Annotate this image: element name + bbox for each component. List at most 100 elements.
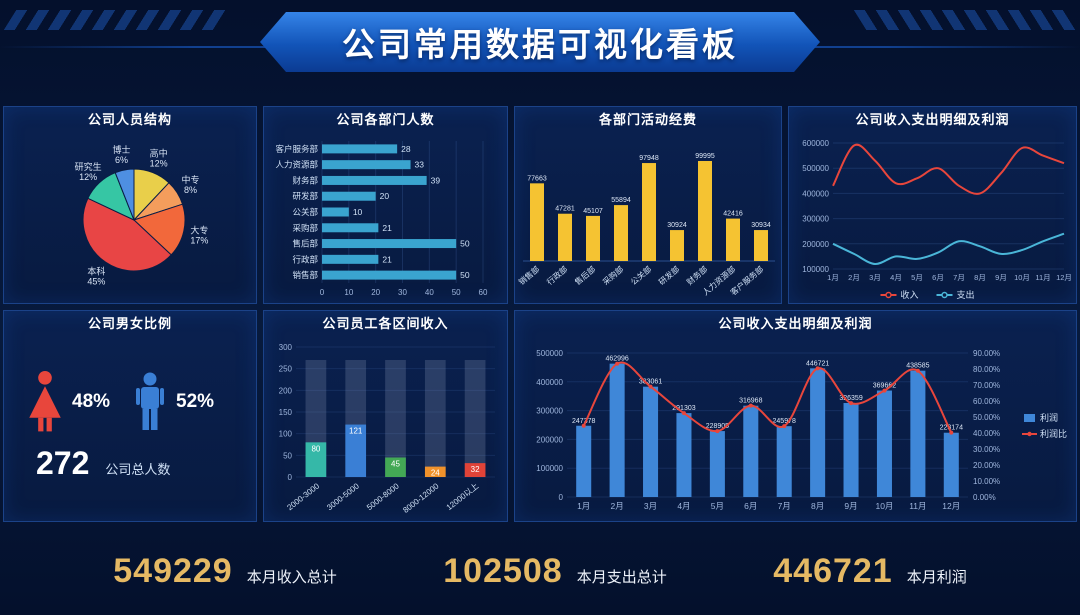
svg-text:6月: 6月 bbox=[744, 501, 757, 511]
panel-dept-funds: 各部门活动经费 77663 销售部 47281 行政部 45107 售后部 55894 采购部… bbox=[514, 106, 782, 304]
stat-monthly-profit: 446721 本月利润 bbox=[773, 552, 966, 591]
svg-text:100000: 100000 bbox=[802, 265, 829, 274]
income-expense-line-chart: 100000 200000 300000 400000 500000 600000 1月 2月… bbox=[789, 133, 1076, 303]
stat-monthly-income: 549229 本月收入总计 bbox=[113, 552, 336, 591]
panel-gender-ratio: 公司男女比例 48% bbox=[3, 310, 257, 522]
svg-text:40: 40 bbox=[425, 288, 434, 297]
salary-range-bar-chart: 0 50 100 150 200 250 300 80 2000-3000 121 3000-500… bbox=[264, 337, 507, 521]
svg-text:50: 50 bbox=[283, 451, 292, 460]
svg-text:财务部: 财务部 bbox=[292, 175, 318, 185]
svg-text:247378: 247378 bbox=[572, 418, 595, 425]
panel-title-salary-range: 公司员工各区间收入 bbox=[322, 316, 449, 331]
svg-text:研发部: 研发部 bbox=[292, 191, 318, 201]
svg-text:2月: 2月 bbox=[848, 273, 860, 282]
svg-text:223174: 223174 bbox=[940, 425, 963, 432]
svg-text:39: 39 bbox=[431, 175, 441, 185]
stat-monthly-expense-label: 本月支出总计 bbox=[576, 569, 667, 586]
svg-text:50: 50 bbox=[460, 239, 470, 249]
svg-text:462996: 462996 bbox=[605, 356, 628, 363]
svg-text:9月: 9月 bbox=[995, 273, 1007, 282]
stat-monthly-profit-label: 本月利润 bbox=[906, 569, 967, 586]
svg-text:90.00%: 90.00% bbox=[973, 349, 1000, 358]
svg-text:8月: 8月 bbox=[811, 501, 824, 511]
svg-text:30934: 30934 bbox=[751, 222, 771, 229]
svg-text:10: 10 bbox=[353, 207, 363, 217]
dept-headcount-bar-chart: 0 10 20 30 40 50 60 客户服务部 28 人力资源部 33 财务部 39 研发部 20 公关部… bbox=[264, 133, 507, 303]
svg-text:8000-12000: 8000-12000 bbox=[401, 481, 441, 515]
svg-text:12月: 12月 bbox=[942, 501, 960, 511]
total-headcount-label: 公司总人数 bbox=[105, 461, 171, 477]
svg-text:7月: 7月 bbox=[953, 273, 965, 282]
svg-text:20: 20 bbox=[371, 288, 380, 297]
svg-text:80: 80 bbox=[311, 444, 320, 453]
svg-text:1月: 1月 bbox=[577, 501, 590, 511]
svg-text:300: 300 bbox=[279, 343, 293, 352]
svg-text:326359: 326359 bbox=[839, 395, 862, 402]
svg-text:2000-3000: 2000-3000 bbox=[285, 481, 321, 512]
svg-text:12000以上: 12000以上 bbox=[445, 481, 481, 512]
svg-text:4月: 4月 bbox=[677, 501, 690, 511]
svg-text:45: 45 bbox=[391, 460, 400, 469]
svg-text:45107: 45107 bbox=[583, 208, 603, 215]
svg-text:50.00%: 50.00% bbox=[973, 413, 1000, 422]
panel-staff-structure: 公司人员结构 高中 12% 中专 8% 大专 17% 本科 45% 研究生 12% 博士 6% bbox=[3, 106, 257, 304]
svg-text:30.00%: 30.00% bbox=[973, 445, 1000, 454]
dept-funds-bar-chart: 77663 销售部 47281 行政部 45107 售后部 55894 采购部 97948 公关部… bbox=[515, 133, 781, 303]
stat-monthly-income-value: 549229 bbox=[113, 552, 233, 590]
svg-text:500000: 500000 bbox=[536, 349, 563, 358]
svg-text:600000: 600000 bbox=[802, 139, 829, 148]
panel-title-staff-structure: 公司人员结构 bbox=[87, 112, 172, 127]
svg-text:316968: 316968 bbox=[739, 398, 762, 405]
svg-text:300000: 300000 bbox=[802, 215, 829, 224]
svg-text:200000: 200000 bbox=[536, 435, 563, 444]
gender-row: 48% 52% bbox=[24, 369, 246, 435]
svg-text:40.00%: 40.00% bbox=[973, 429, 1000, 438]
svg-text:11月: 11月 bbox=[909, 501, 926, 511]
svg-text:200: 200 bbox=[279, 386, 293, 395]
svg-text:28: 28 bbox=[401, 144, 411, 154]
svg-text:10月: 10月 bbox=[1014, 273, 1030, 282]
svg-text:0.00%: 0.00% bbox=[973, 493, 996, 502]
svg-text:销售部: 销售部 bbox=[516, 264, 541, 287]
svg-text:公关部: 公关部 bbox=[628, 264, 653, 287]
svg-text:5000-8000: 5000-8000 bbox=[365, 481, 401, 512]
summary-footer: 549229 本月收入总计 102508 本月支出总计 446721 本月利润 bbox=[0, 522, 1080, 591]
gender-ratio-body: 48% 52% 272 公司 bbox=[4, 337, 256, 521]
svg-text:438585: 438585 bbox=[906, 363, 929, 370]
svg-text:24: 24 bbox=[431, 469, 440, 478]
svg-text:121: 121 bbox=[349, 427, 363, 436]
svg-text:400000: 400000 bbox=[802, 189, 829, 198]
svg-text:支出: 支出 bbox=[957, 289, 975, 300]
svg-text:200000: 200000 bbox=[802, 240, 829, 249]
panel-dept-headcount: 公司各部门人数 0 10 20 30 40 50 60 客户服务部 28 人力资源部 33 财务部 39… bbox=[263, 106, 508, 304]
svg-text:7月: 7月 bbox=[778, 501, 791, 511]
total-headcount-value: 272 bbox=[36, 444, 90, 481]
svg-text:20: 20 bbox=[380, 191, 390, 201]
svg-text:77663: 77663 bbox=[527, 175, 547, 182]
panel-profit-combo: 公司收入支出明细及利润 0 100000 200000 300000 400000 500… bbox=[514, 310, 1077, 522]
svg-text:8月: 8月 bbox=[974, 273, 986, 282]
svg-text:55894: 55894 bbox=[611, 197, 631, 204]
svg-text:383061: 383061 bbox=[639, 379, 662, 386]
svg-text:50: 50 bbox=[452, 288, 461, 297]
male-percentage: 52% bbox=[176, 390, 215, 412]
panel-income-expense-line: 公司收入支出明细及利润 100000 200000 300000 400000 5000… bbox=[788, 106, 1077, 304]
svg-text:42416: 42416 bbox=[723, 211, 743, 218]
svg-text:采购部: 采购部 bbox=[292, 223, 318, 233]
svg-text:9月: 9月 bbox=[844, 501, 857, 511]
panels-grid: 公司人员结构 高中 12% 中专 8% 大专 17% 本科 45% 研究生 12% 博士 6% 公司各… bbox=[0, 100, 1080, 522]
svg-text:228905: 228905 bbox=[706, 423, 729, 430]
svg-text:人力资源部: 人力资源部 bbox=[275, 160, 318, 170]
svg-text:400000: 400000 bbox=[536, 378, 563, 387]
svg-text:369662: 369662 bbox=[873, 383, 896, 390]
panel-salary-range: 公司员工各区间收入 0 50 100 150 200 250 300 80 2000-3000 1… bbox=[263, 310, 508, 522]
male-icon bbox=[130, 372, 170, 432]
svg-text:291303: 291303 bbox=[672, 405, 695, 412]
profit-combo-chart: 0 100000 200000 300000 400000 500000 0.00% 10.0… bbox=[515, 337, 1076, 521]
page-title: 公司常用数据可视化看板 bbox=[342, 26, 738, 63]
title-banner: 公司常用数据可视化看板 bbox=[260, 12, 820, 72]
staff-structure-pie-chart: 高中 12% 中专 8% 大专 17% 本科 45% 研究生 12% 博士 6% bbox=[4, 133, 256, 303]
